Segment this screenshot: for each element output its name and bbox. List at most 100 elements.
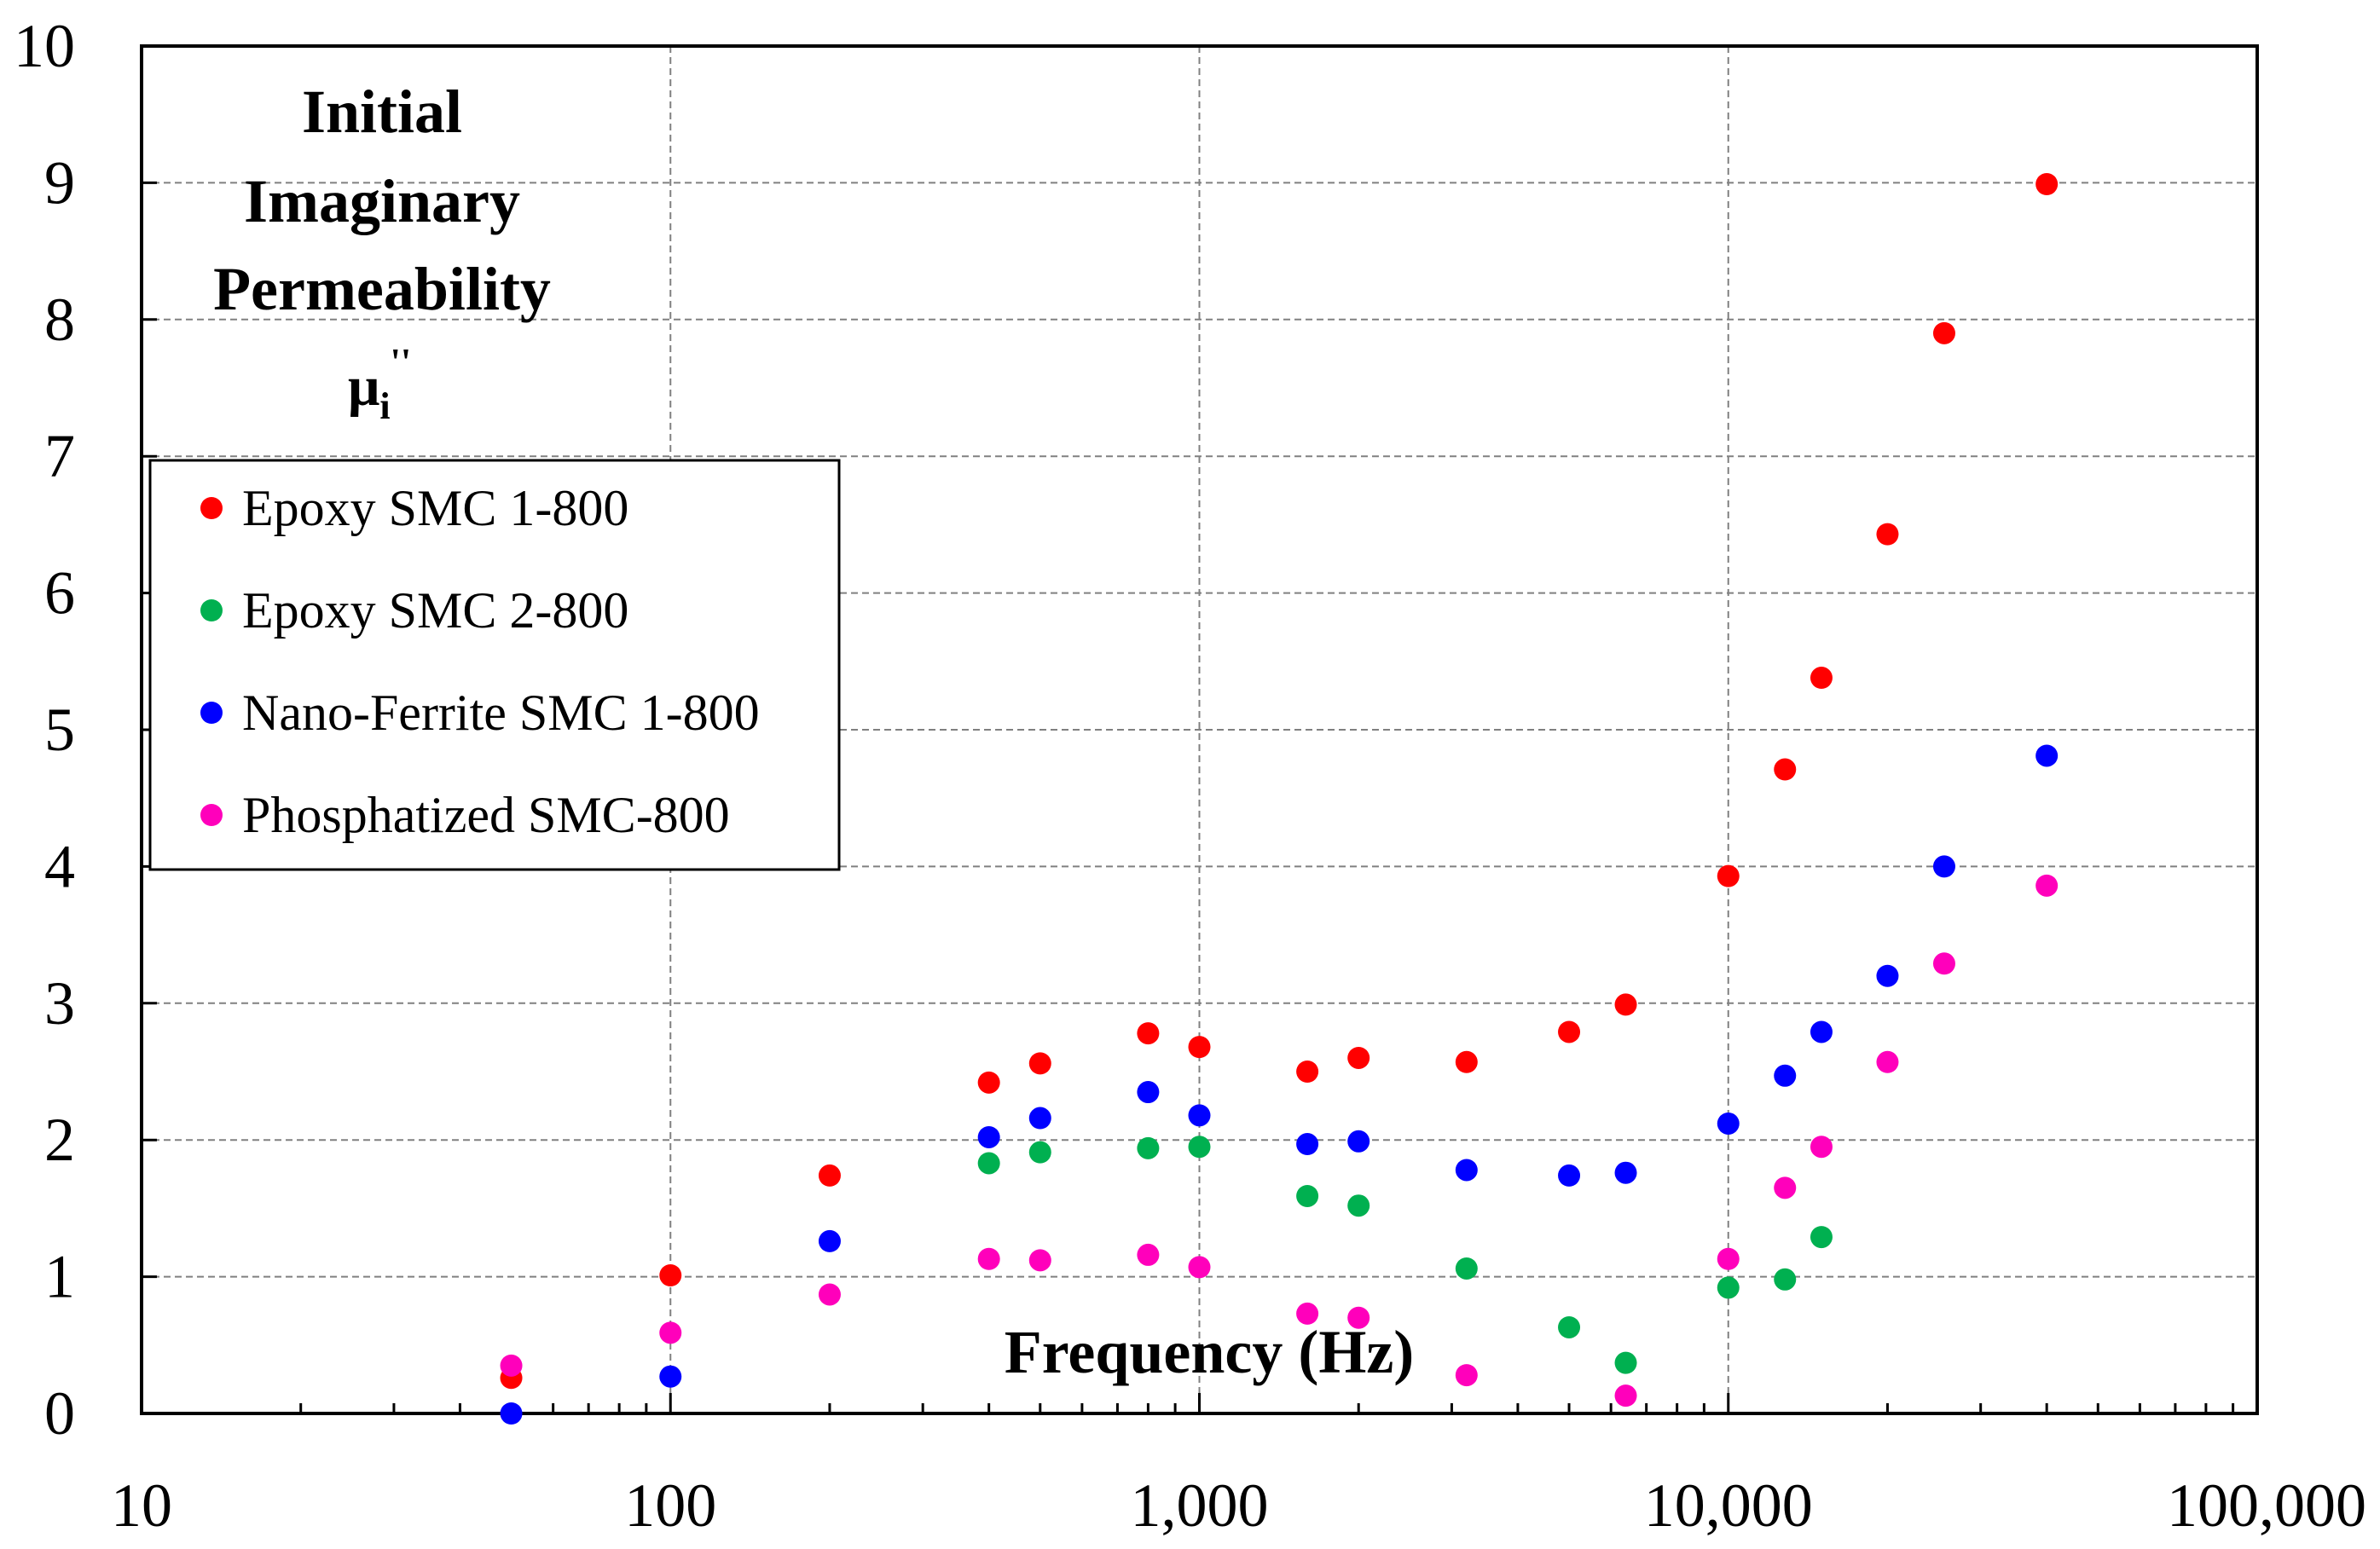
y-tick-label: 1 (44, 1243, 75, 1311)
plot-area-frame (140, 44, 2259, 1415)
data-point (1717, 1276, 1740, 1299)
data-point (1296, 1061, 1319, 1083)
data-point (977, 1247, 1000, 1270)
data-point (1137, 1136, 1160, 1159)
data-point (1614, 1384, 1637, 1407)
data-point (1932, 952, 1955, 975)
data-point (1188, 1104, 1211, 1127)
legend-label-nano-ferrite-smc-1-800: Nano-Ferrite SMC 1-800 (242, 685, 760, 741)
y-tick-label: 2 (44, 1106, 75, 1174)
data-point (1717, 1112, 1740, 1135)
y-tick-label: 5 (44, 696, 75, 764)
y-axis-symbol: μi'' (348, 341, 411, 427)
data-point (2035, 173, 2059, 196)
data-point (1296, 1184, 1319, 1207)
series-nano-ferrite-smc-1-800 (500, 744, 2059, 1425)
y-axis-title-line-3: Permeability (213, 255, 551, 323)
data-point (1455, 1257, 1478, 1280)
legend-label-phosphatized-smc-800: Phosphatized SMC-800 (242, 787, 730, 843)
data-point (1028, 1249, 1051, 1272)
data-point (659, 1263, 682, 1286)
x-tick-label: 1,000 (1131, 1471, 1269, 1540)
data-point (1717, 864, 1740, 887)
legend-label-epoxy-smc-1-800: Epoxy SMC 1-800 (242, 480, 628, 536)
data-point (1876, 1050, 1899, 1073)
y-tick-labels: 0 1 2 3 4 5 6 7 8 9 10 (14, 12, 75, 1448)
legend-box (148, 459, 841, 871)
data-point (1347, 1130, 1370, 1153)
mu-subscript: i (379, 385, 390, 427)
y-tick-label: 10 (14, 12, 75, 80)
data-point (500, 1402, 523, 1425)
y-tick-label: 8 (44, 286, 75, 354)
series-phosphatized-smc-800 (500, 874, 2059, 1407)
data-point (1558, 1020, 1581, 1043)
x-tick-label: 10 (111, 1471, 172, 1540)
y-tick-label: 9 (44, 148, 75, 217)
y-tick-label: 7 (44, 422, 75, 490)
data-point (1810, 1136, 1833, 1159)
y-tick-label: 0 (44, 1379, 75, 1448)
data-point (1774, 1176, 1797, 1199)
data-point (1028, 1107, 1051, 1130)
data-point (1810, 1020, 1833, 1043)
y-tick-label: 3 (44, 969, 75, 1037)
data-point (1137, 1022, 1160, 1045)
data-point (1296, 1133, 1319, 1156)
y-tick-label: 4 (44, 832, 75, 900)
data-point (977, 1125, 1000, 1148)
legend-marker-epoxy-smc-2-800 (200, 599, 223, 621)
y-tick-label: 6 (44, 559, 75, 627)
data-point (1614, 993, 1637, 1016)
data-point (1876, 964, 1899, 987)
data-point (1347, 1306, 1370, 1329)
data-point (1614, 1161, 1637, 1184)
data-point (1932, 855, 1955, 878)
y-axis-title: Initial Imaginary Permeability μi'' (213, 78, 551, 427)
data-point (1810, 1226, 1833, 1249)
x-tick-labels: 10 100 1,000 10,000 100,000 (111, 1471, 2366, 1540)
data-point (1932, 321, 1955, 344)
mu-symbol: μ (348, 355, 379, 418)
legend-marker-epoxy-smc-1-800 (200, 497, 223, 519)
data-point (1296, 1302, 1319, 1325)
data-point (1558, 1164, 1581, 1187)
data-point (1614, 1351, 1637, 1374)
data-point (1455, 1364, 1478, 1387)
data-points (500, 173, 2059, 1425)
data-point (1137, 1243, 1160, 1266)
data-point (1347, 1046, 1370, 1069)
data-point (1810, 667, 1833, 690)
data-point (2035, 744, 2059, 767)
data-point (818, 1164, 841, 1187)
data-point (1028, 1141, 1051, 1164)
data-point (500, 1354, 523, 1377)
data-point (659, 1321, 682, 1344)
data-point (2035, 874, 2059, 897)
data-point (1028, 1052, 1051, 1075)
data-point (1188, 1036, 1211, 1059)
x-tick-label: 100,000 (2167, 1471, 2366, 1540)
data-point (818, 1283, 841, 1306)
data-point (1137, 1081, 1160, 1104)
x-tick-label: 100 (624, 1471, 716, 1540)
data-point (1347, 1194, 1370, 1217)
mu-superscript: '' (391, 341, 411, 383)
data-point (1774, 758, 1797, 781)
data-point (1188, 1256, 1211, 1279)
data-point (977, 1152, 1000, 1175)
series-epoxy-smc-1-800 (500, 173, 2059, 1390)
y-axis-title-line-2: Imaginary (244, 167, 520, 235)
data-point (1188, 1136, 1211, 1159)
series-epoxy-smc-2-800 (977, 1136, 1833, 1374)
legend-label-epoxy-smc-2-800: Epoxy SMC 2-800 (242, 582, 628, 639)
data-point (1774, 1268, 1797, 1291)
y-axis-title-line-1: Initial (302, 78, 462, 146)
legend: Epoxy SMC 1-800 Epoxy SMC 2-800 Nano-Ferri… (148, 459, 841, 871)
data-point (818, 1229, 841, 1252)
data-point (1717, 1247, 1740, 1270)
x-tick-label: 10,000 (1644, 1471, 1813, 1540)
data-point (1558, 1315, 1581, 1338)
data-point (1455, 1050, 1478, 1073)
x-axis-title: Frequency (Hz) (1005, 1318, 1415, 1386)
